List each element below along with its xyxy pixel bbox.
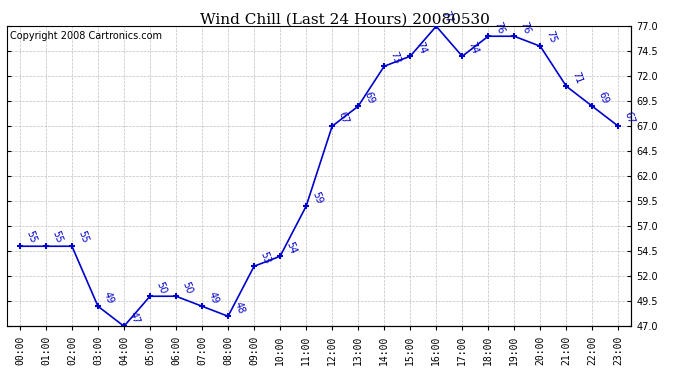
Text: 76: 76	[518, 20, 532, 35]
Text: Wind Chill (Last 24 Hours) 20080530: Wind Chill (Last 24 Hours) 20080530	[200, 13, 490, 27]
Text: 67: 67	[336, 110, 350, 125]
Text: 49: 49	[206, 290, 220, 305]
Text: Copyright 2008 Cartronics.com: Copyright 2008 Cartronics.com	[10, 31, 162, 41]
Text: 55: 55	[50, 230, 63, 245]
Text: 50: 50	[180, 280, 194, 295]
Text: 47: 47	[128, 310, 141, 325]
Text: 54: 54	[284, 240, 298, 255]
Text: 75: 75	[544, 30, 558, 45]
Text: 49: 49	[102, 290, 116, 305]
Text: 69: 69	[362, 90, 376, 105]
Text: 53: 53	[258, 250, 272, 265]
Text: 55: 55	[24, 230, 38, 245]
Text: 73: 73	[388, 50, 402, 65]
Text: 59: 59	[310, 190, 324, 205]
Text: 74: 74	[466, 40, 480, 55]
Text: 71: 71	[571, 70, 584, 85]
Text: 76: 76	[493, 20, 506, 35]
Text: 69: 69	[596, 90, 610, 105]
Text: 50: 50	[154, 280, 168, 295]
Text: 55: 55	[76, 230, 90, 245]
Text: 74: 74	[415, 40, 428, 55]
Text: 48: 48	[233, 300, 246, 315]
Text: 77: 77	[440, 10, 454, 25]
Text: 67: 67	[622, 110, 636, 125]
